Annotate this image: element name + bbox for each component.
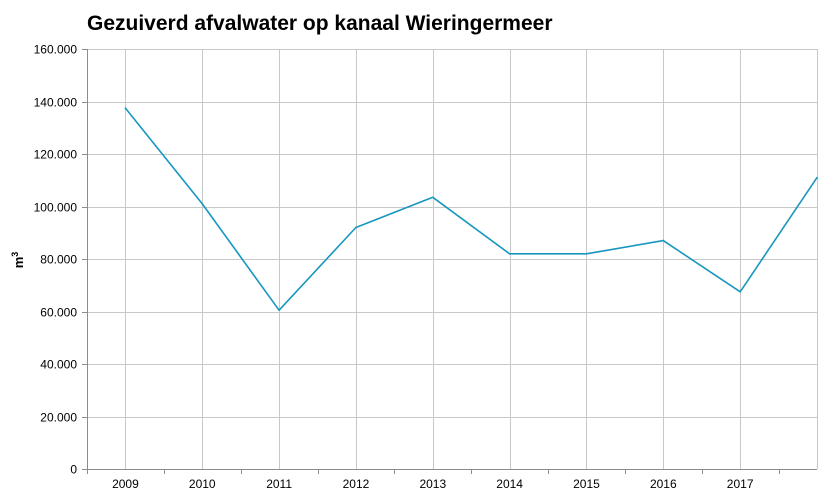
data-point [585,253,588,255]
y-tick-label: 60.000 [40,306,77,320]
x-tick-label: 2015 [573,477,600,491]
x-tick-labels: 2009 2010 2011 2012 2013 2014 2015 2016 2017 [112,477,754,491]
y-tick-label: 20.000 [40,411,77,425]
data-point [432,196,434,199]
axes [82,49,817,474]
series-line [124,107,818,312]
data-point [355,226,357,229]
y-tick-label: 0 [70,463,77,477]
y-tick-label: 160.000 [34,43,78,57]
x-tick-label: 2016 [650,477,677,491]
data-point [508,253,511,255]
x-tick-label: 2010 [189,477,216,491]
x-tick-label: 2011 [266,477,292,491]
data-point [662,239,665,242]
y-tick-label: 40.000 [40,358,77,372]
data-point [124,107,127,109]
x-tick-label: 2012 [343,477,370,491]
data-point [278,309,280,312]
x-tick-label: 2017 [727,477,754,491]
data-point [739,291,741,293]
y-tick-labels: 0 20.000 40.000 60.000 80.000 100.000 120.000 1… [34,43,78,477]
series-layer [124,107,818,312]
y-tick-label: 80.000 [40,253,77,267]
x-tick-label: 2013 [419,477,446,491]
data-point [816,176,818,179]
data-point [201,203,204,205]
y-tick-label: 120.000 [34,148,78,162]
x-tick-label: 2009 [112,477,139,491]
y-tick-label: 140.000 [34,96,78,110]
y-axis-label: m3 [10,252,26,269]
gridlines [87,49,818,469]
chart-title: Gezuiverd afvalwater op kanaal Wieringer… [87,12,553,35]
x-tick-label: 2014 [496,477,523,491]
y-tick-label: 100.000 [34,201,78,215]
